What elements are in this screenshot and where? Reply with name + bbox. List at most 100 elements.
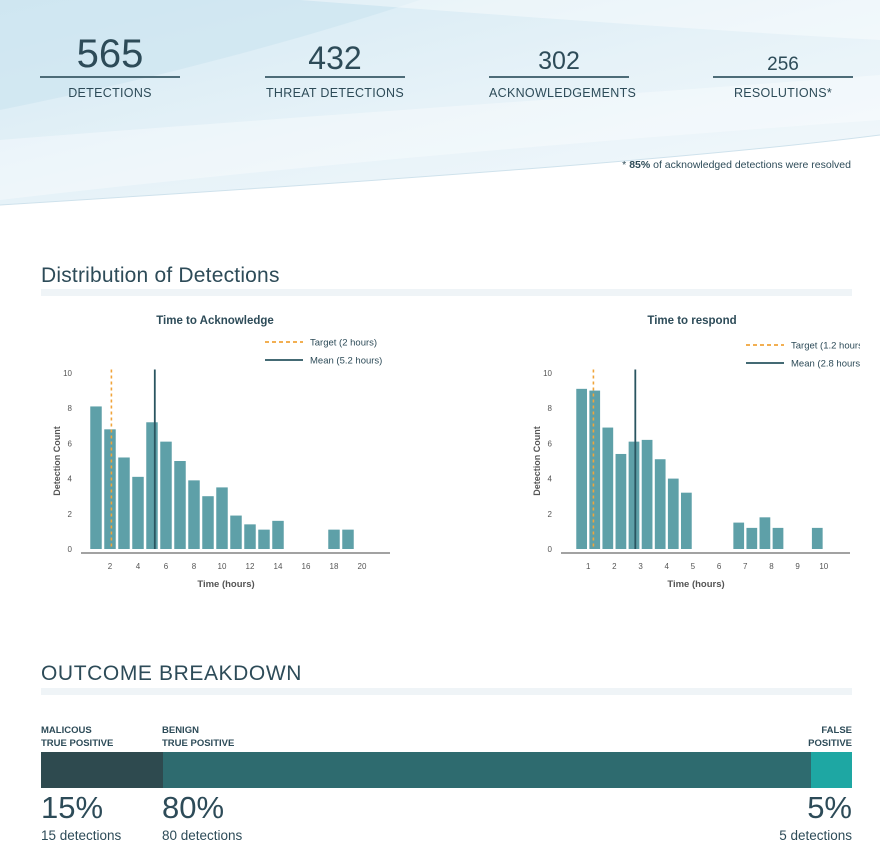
histogram-bar — [244, 524, 256, 549]
x-tick-label: 7 — [743, 562, 748, 571]
stat-label: RESOLUTIONS* — [733, 86, 833, 100]
resolution-footnote: * 85% of acknowledged detections were re… — [622, 159, 851, 171]
count-malicious: 15 detections — [41, 828, 122, 843]
histogram-bar — [90, 406, 102, 549]
histogram-bar — [328, 529, 340, 549]
outcome-stacked-bar — [41, 752, 852, 788]
segment-label-line: TRUE POSITIVE — [162, 737, 235, 749]
x-tick-label: 1 — [586, 562, 591, 571]
histogram-bar — [576, 388, 588, 549]
histogram-bar — [188, 480, 200, 549]
legend-mean-label: Mean (2.8 hours) — [791, 359, 860, 370]
x-tick-label: 12 — [246, 562, 255, 571]
segment-label-line: BENIGN — [162, 725, 199, 736]
y-tick-label: 0 — [548, 545, 553, 554]
legend-mean-label: Mean (5.2 hours) — [310, 356, 382, 367]
section-divider — [41, 289, 852, 296]
footnote-text: of acknowledged detections were resolved — [650, 159, 851, 171]
count-benign: 80 detections — [162, 828, 243, 843]
segment-false-positive — [811, 752, 852, 788]
histogram-bar — [118, 457, 130, 549]
legend-target-label: Target (1.2 hours) — [791, 341, 860, 352]
legend-target-label: Target (2 hours) — [310, 338, 377, 349]
stat-divider — [489, 76, 629, 78]
x-axis-label: Time (hours) — [197, 579, 254, 590]
time-to-acknowledge-chart: Time to Acknowledge Target (2 hours) Mean … — [52, 315, 390, 590]
histogram-bar — [132, 476, 144, 549]
chart-title: Time to respond — [647, 315, 736, 327]
histogram-bar — [733, 522, 745, 549]
x-tick-label: 2 — [108, 562, 113, 571]
stat-acknowledgements: 302 ACKNOWLEDGEMENTS — [489, 30, 637, 100]
x-tick-label: 4 — [136, 562, 141, 571]
stat-label: ACKNOWLEDGEMENTS — [489, 86, 637, 100]
histogram-bar — [104, 429, 116, 549]
histogram-bar — [654, 459, 666, 549]
stat-resolutions: 256 RESOLUTIONS* — [713, 30, 853, 100]
x-tick-label: 4 — [665, 562, 670, 571]
y-tick-label: 4 — [548, 475, 553, 484]
percent-benign: 80% — [162, 790, 225, 825]
histogram-bar — [615, 453, 627, 549]
percent-false-positive: 5% — [807, 790, 852, 825]
histogram-bar — [628, 441, 640, 549]
distribution-title: Distribution of Detections — [41, 264, 280, 287]
y-tick-label: 10 — [543, 369, 552, 378]
count-false-positive: 5 detections — [779, 828, 852, 843]
x-tick-label: 14 — [274, 562, 283, 571]
histogram-bar — [602, 427, 614, 549]
histogram-bar — [216, 487, 228, 549]
segment-label-line: POSITIVE — [808, 737, 852, 749]
stat-value: 565 — [76, 32, 144, 76]
histogram-bar — [811, 527, 823, 549]
x-tick-label: 5 — [691, 562, 696, 571]
section-divider — [41, 688, 852, 695]
x-tick-label: 3 — [638, 562, 643, 571]
x-tick-label: 8 — [192, 562, 197, 571]
footnote-percent: 85% — [629, 159, 651, 171]
histogram-bar — [667, 478, 679, 549]
y-tick-label: 10 — [63, 369, 72, 378]
x-tick-label: 6 — [717, 562, 722, 571]
stat-divider — [40, 76, 180, 78]
y-tick-label: 2 — [548, 510, 553, 519]
x-tick-label: 20 — [358, 562, 367, 571]
segment-benign-true-positive — [162, 752, 812, 788]
segment-label-benign: BENIGN TRUE POSITIVE — [162, 725, 234, 750]
y-tick-label: 8 — [68, 404, 73, 413]
histogram-bar — [202, 496, 214, 549]
histogram-bar — [272, 520, 284, 549]
histogram-bar — [641, 439, 653, 549]
footnote-prefix: * — [622, 159, 630, 171]
histogram-bar — [174, 461, 186, 549]
stat-detections: 565 DETECTIONS — [40, 30, 180, 100]
y-tick-label: 2 — [68, 510, 73, 519]
header-banner — [0, 0, 880, 206]
x-tick-label: 2 — [612, 562, 617, 571]
stat-divider — [265, 76, 405, 78]
stat-label: THREAT DETECTIONS — [266, 86, 404, 100]
histogram-bar — [680, 492, 692, 549]
y-tick-label: 6 — [68, 439, 73, 448]
histogram-bar — [772, 527, 784, 549]
x-axis-label: Time (hours) — [667, 579, 724, 590]
x-tick-label: 16 — [302, 562, 311, 571]
y-tick-label: 0 — [68, 545, 73, 554]
segment-malicious-true-positive — [41, 752, 163, 788]
histogram-bar — [746, 527, 758, 549]
x-tick-label: 18 — [330, 562, 339, 571]
y-tick-label: 8 — [548, 404, 553, 413]
histogram-bar — [759, 517, 771, 549]
stat-value: 302 — [538, 47, 580, 75]
y-axis-label: Detection Count — [52, 426, 62, 496]
outcome-title: OUTCOME BREAKDOWN — [41, 662, 303, 685]
histogram-bar — [258, 529, 270, 549]
y-tick-label: 4 — [68, 475, 73, 484]
time-to-respond-chart: Time to respond Target (1.2 hours) Mean (2… — [532, 315, 860, 590]
segment-label-malicious: MALICOUS TRUE POSITIVE — [41, 725, 113, 750]
x-tick-label: 6 — [164, 562, 169, 571]
segment-label-line: FALSE — [821, 725, 852, 736]
stat-value: 432 — [308, 40, 362, 76]
segment-label-line: MALICOUS — [41, 725, 92, 736]
x-tick-label: 10 — [218, 562, 227, 571]
